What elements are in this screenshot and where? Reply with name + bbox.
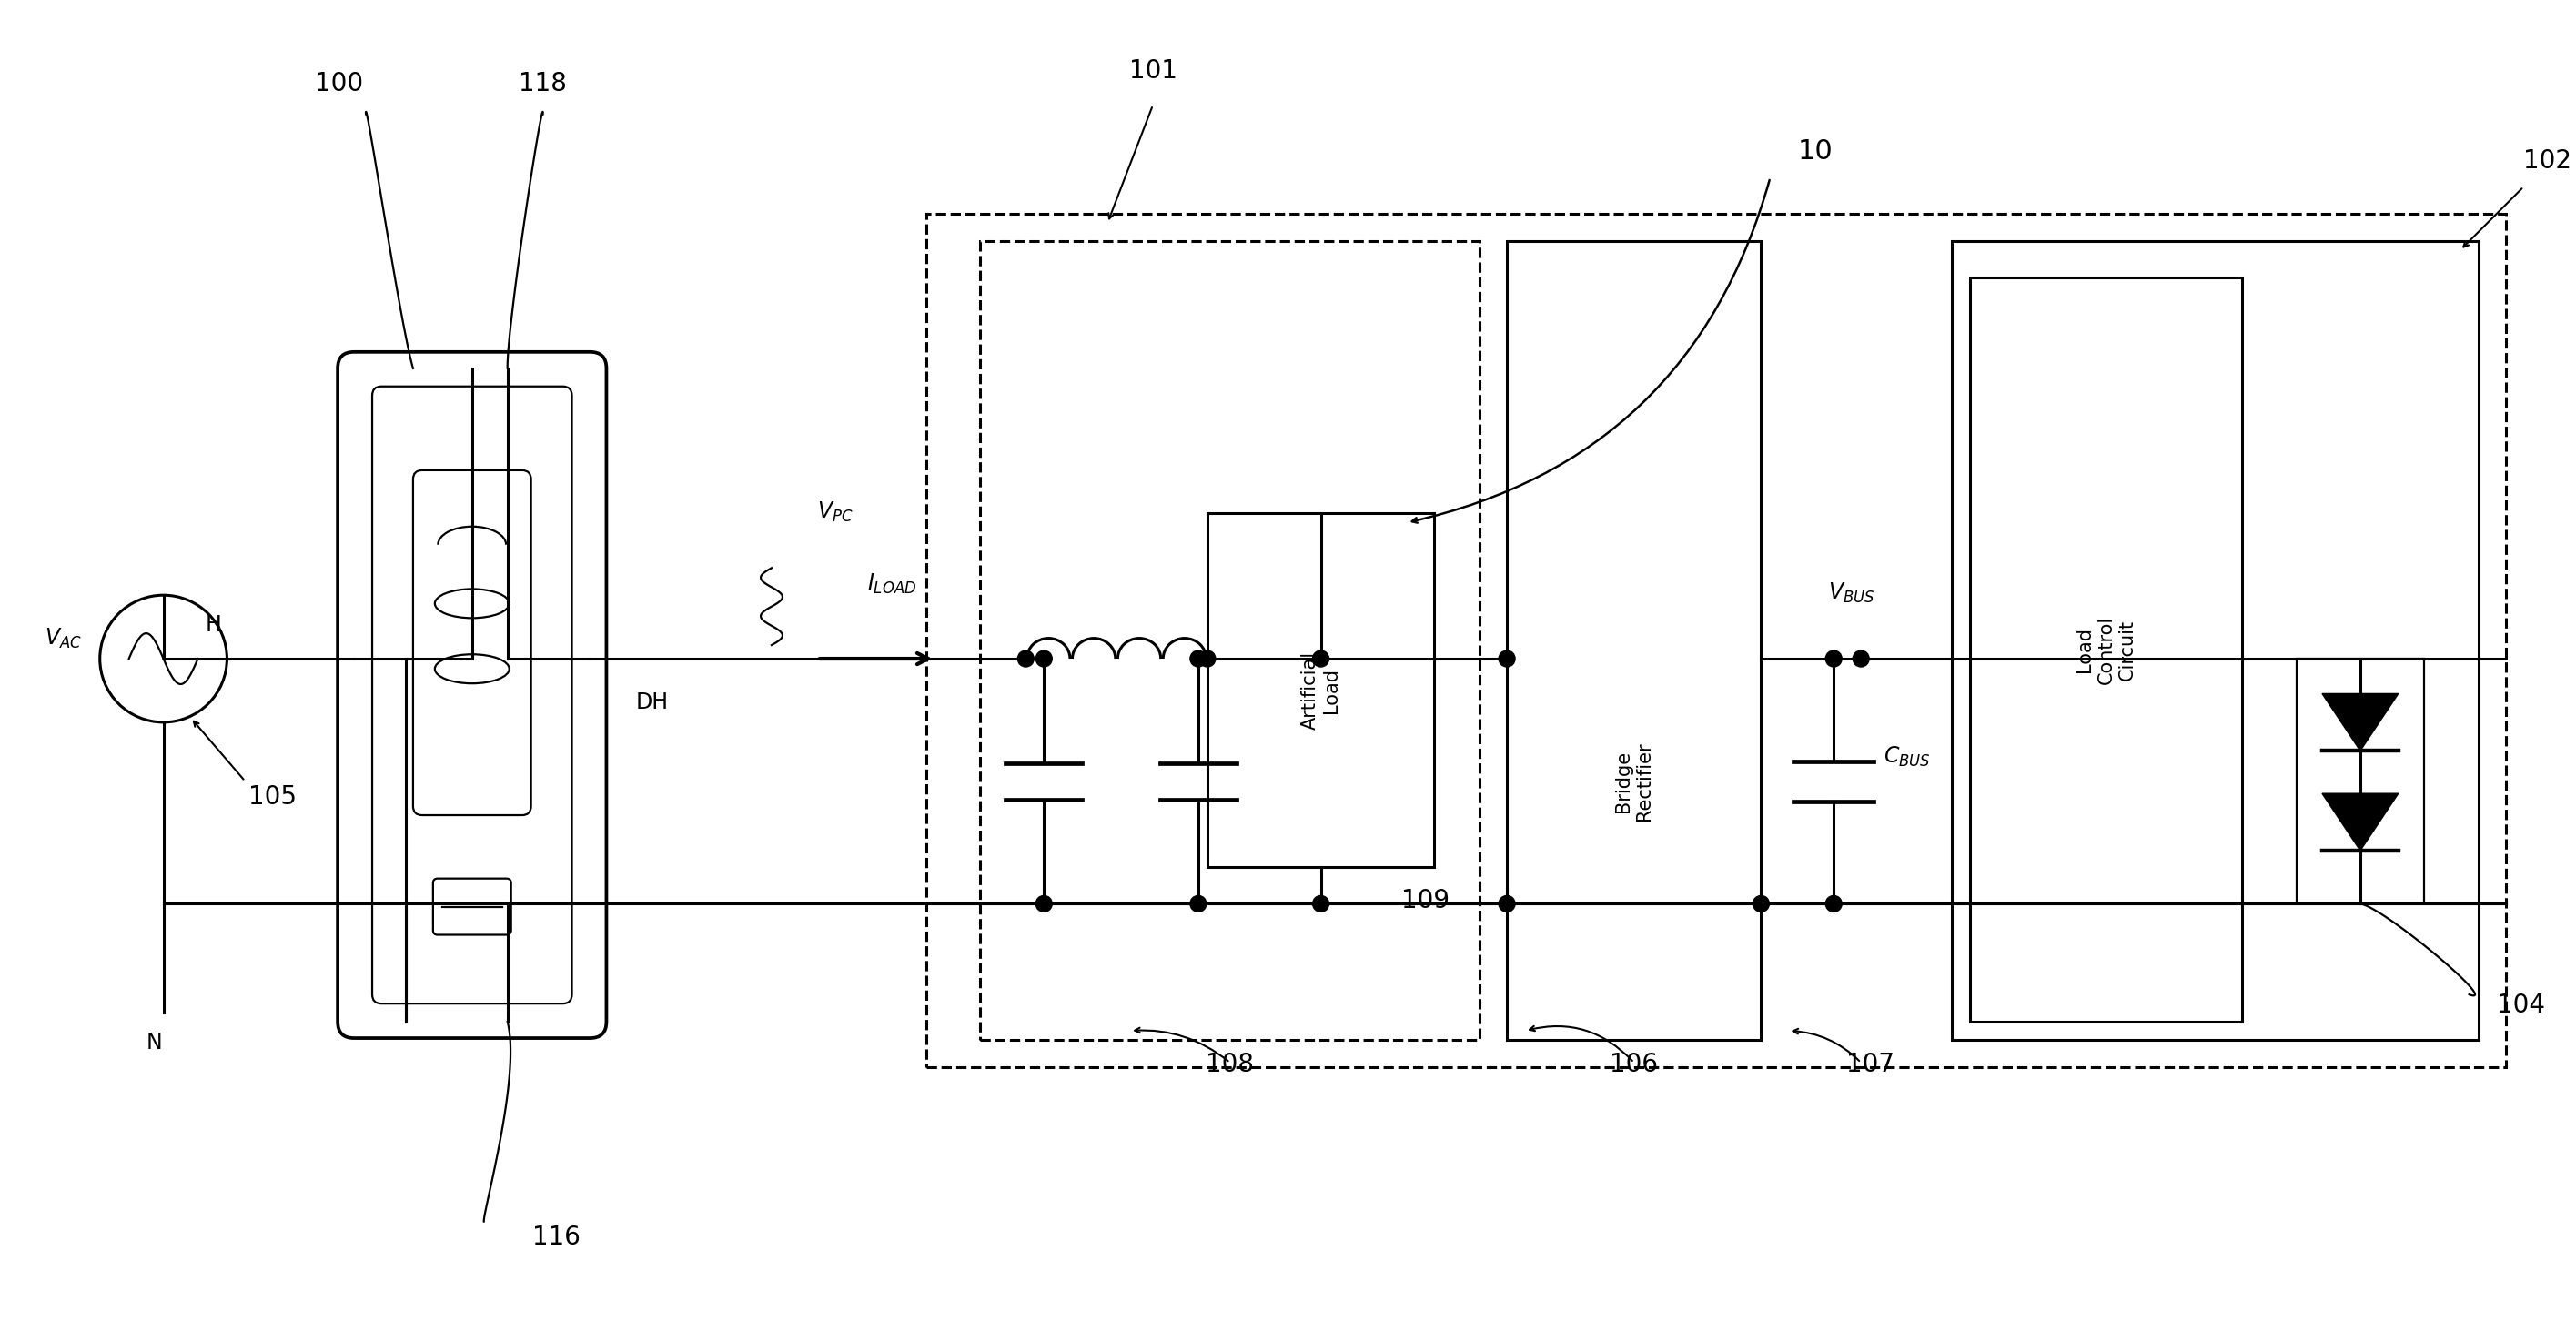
- Text: $V_{BUS}$: $V_{BUS}$: [1829, 582, 1875, 605]
- Bar: [925, 215, 2506, 1067]
- Circle shape: [1752, 896, 1770, 912]
- Bar: [1507, 241, 1762, 1039]
- Text: 108: 108: [1206, 1051, 1255, 1077]
- Bar: [1208, 514, 1435, 868]
- Text: N: N: [147, 1031, 162, 1054]
- Text: 107: 107: [1847, 1051, 1893, 1077]
- Text: 106: 106: [1610, 1051, 1659, 1077]
- Text: $V_{AC}$: $V_{AC}$: [44, 626, 82, 650]
- Circle shape: [1190, 650, 1206, 666]
- Text: 100: 100: [314, 71, 363, 97]
- Bar: [981, 241, 1479, 1039]
- Circle shape: [1018, 650, 1033, 666]
- Bar: [1953, 241, 2478, 1039]
- Circle shape: [1314, 650, 1329, 666]
- Text: 116: 116: [533, 1224, 580, 1250]
- Text: 104: 104: [2496, 992, 2545, 1018]
- Circle shape: [1852, 650, 1870, 666]
- Circle shape: [1499, 650, 1515, 666]
- Text: Artificial
Load: Artificial Load: [1301, 652, 1340, 730]
- Circle shape: [1826, 896, 1842, 912]
- Text: Load
Control
Circuit: Load Control Circuit: [2076, 616, 2136, 684]
- Text: 118: 118: [518, 71, 567, 97]
- Text: 105: 105: [247, 784, 296, 810]
- Text: 10: 10: [1798, 138, 1834, 165]
- Bar: [1971, 278, 2241, 1022]
- Text: H: H: [206, 614, 222, 636]
- Text: DH: DH: [636, 692, 667, 713]
- Circle shape: [1314, 896, 1329, 912]
- Circle shape: [1036, 650, 1051, 666]
- Text: 102: 102: [2524, 149, 2571, 174]
- Circle shape: [1200, 650, 1216, 666]
- Circle shape: [1036, 896, 1051, 912]
- Text: 109: 109: [1401, 888, 1450, 913]
- Circle shape: [1499, 896, 1515, 912]
- Polygon shape: [2321, 693, 2398, 751]
- Text: 101: 101: [1128, 58, 1177, 83]
- Circle shape: [1190, 896, 1206, 912]
- Polygon shape: [2321, 794, 2398, 850]
- Text: $C_{BUS}$: $C_{BUS}$: [1883, 744, 1932, 768]
- Circle shape: [1826, 650, 1842, 666]
- Bar: [2298, 658, 2424, 904]
- Text: Bridge
Rectifier: Bridge Rectifier: [1615, 742, 1654, 821]
- Text: $I_{LOAD}$: $I_{LOAD}$: [868, 573, 917, 597]
- Text: $V_{PC}$: $V_{PC}$: [817, 500, 853, 523]
